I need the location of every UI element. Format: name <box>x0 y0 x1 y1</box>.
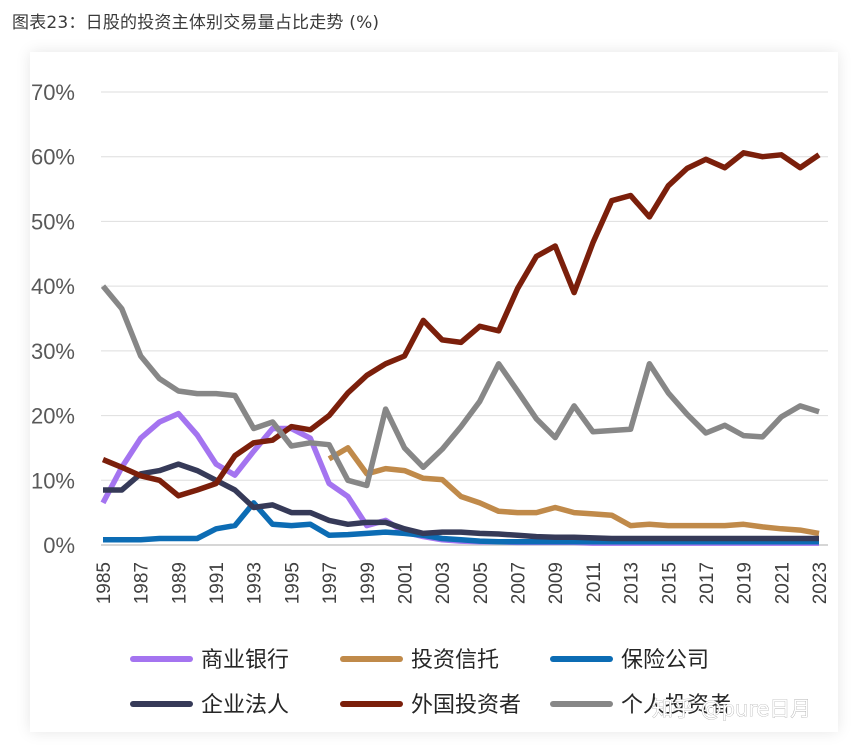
y-tick-label: 0% <box>43 533 75 558</box>
legend-label: 企业法人 <box>201 693 289 718</box>
x-tick-label: 2011 <box>584 562 605 603</box>
x-tick-label: 1993 <box>245 562 266 604</box>
series-line <box>103 461 819 542</box>
y-axis-ticks: 0% 10% 20% 30% 40% 50% 60% 70% <box>31 80 75 558</box>
series-line <box>327 445 820 537</box>
x-tick-label: 1989 <box>169 562 190 604</box>
y-tick-label: 20% <box>31 404 75 429</box>
y-tick-label: 70% <box>31 80 75 105</box>
x-tick-label: 1999 <box>358 562 379 604</box>
x-tick-label: 2007 <box>509 562 530 604</box>
chart-caption: 图表23：日股的投资主体别交易量占比走势 (%) <box>12 13 380 33</box>
x-tick-label: 2017 <box>697 562 718 604</box>
x-tick-label: 2021 <box>772 562 793 604</box>
x-tick-label: 1991 <box>207 562 228 604</box>
legend-label: 投资信托 <box>411 648 499 673</box>
series-lines <box>100 150 821 546</box>
x-tick-label: 2009 <box>546 562 567 604</box>
x-tick-label: 2015 <box>659 562 680 604</box>
chart-panel <box>30 52 838 732</box>
y-tick-label: 60% <box>31 145 75 170</box>
series-line <box>101 150 821 499</box>
watermark: 知乎 @pure日月 <box>652 697 811 721</box>
x-tick-label: 2019 <box>735 562 756 604</box>
series-line <box>100 284 820 489</box>
x-axis-ticks: 1985 1987 1989 1991 1993 1995 1997 1999 2001 2003… <box>94 562 831 604</box>
legend-label: 商业银行 <box>201 648 289 673</box>
x-tick-label: 2013 <box>622 562 643 604</box>
x-tick-label: 1997 <box>320 562 341 604</box>
y-tick-label: 50% <box>31 209 75 234</box>
x-tick-label: 1987 <box>132 562 153 604</box>
legend-label: 外国投资者 <box>411 693 521 718</box>
x-tick-label: 2001 <box>395 562 416 604</box>
series-line <box>103 500 819 545</box>
x-tick-label: 1985 <box>94 562 115 604</box>
legend-label: 保险公司 <box>621 648 709 673</box>
x-tick-label: 1995 <box>282 562 303 604</box>
y-tick-label: 10% <box>31 468 75 493</box>
x-tick-label: 2003 <box>433 562 454 604</box>
x-tick-label: 2023 <box>810 562 831 604</box>
y-tick-label: 40% <box>31 274 75 299</box>
legend-label: 个人投资者 <box>621 693 731 718</box>
x-tick-label: 2005 <box>471 562 492 604</box>
y-tick-label: 30% <box>31 339 75 364</box>
